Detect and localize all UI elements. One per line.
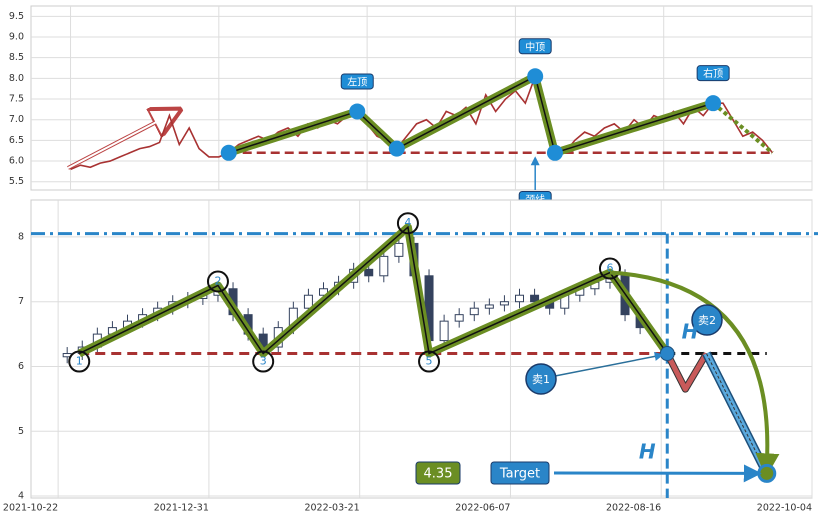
- plot-area: [30, 199, 813, 499]
- breakout-point: [659, 346, 675, 362]
- top-panel: 5.56.06.57.07.58.08.59.09.5左顶中顶右顶颈线: [9, 5, 813, 207]
- point-label: 3: [260, 355, 267, 368]
- candle-body: [499, 301, 509, 306]
- y-tick-label: 9.0: [9, 32, 24, 43]
- pattern-projection: [711, 101, 774, 155]
- y-tick-label: 5: [18, 426, 24, 437]
- peak-label-box: [696, 65, 730, 82]
- peak-label: 中顶: [525, 40, 545, 53]
- candle-body: [364, 268, 374, 277]
- point-circle: [206, 270, 229, 293]
- candle-body: [379, 255, 389, 277]
- x-tick-label: 2022-10-04: [757, 503, 812, 514]
- pattern-point: [705, 95, 722, 112]
- y-tick-label: 8.5: [9, 52, 24, 63]
- pattern-point: [388, 140, 405, 157]
- y-tick-label: 6: [18, 361, 24, 372]
- target-label: Target: [499, 467, 540, 482]
- point-circle: [252, 350, 275, 373]
- pattern-line: [78, 225, 668, 355]
- height-label: H: [682, 320, 699, 344]
- candle-body: [394, 242, 404, 257]
- height-label: H: [639, 440, 656, 464]
- pattern-point: [349, 103, 366, 120]
- pattern-point: [220, 144, 237, 161]
- y-tick-label: 7.0: [9, 114, 24, 125]
- candle-body: [318, 288, 328, 296]
- sell-label: 卖1: [532, 373, 550, 386]
- target-value-box: [415, 461, 461, 485]
- point-circle: [396, 212, 419, 235]
- x-tick-label: 2022-06-07: [455, 503, 510, 514]
- x-tick-label: 2022-03-21: [304, 503, 359, 514]
- sell-marker: [525, 363, 557, 395]
- point-label: 2: [214, 275, 221, 288]
- y-tick-label: 8.0: [9, 73, 24, 84]
- peak-label: 右顶: [703, 67, 723, 80]
- target-value: 4.35: [424, 467, 453, 482]
- target-curve: [609, 270, 780, 478]
- target-label-box: [490, 461, 550, 485]
- point-label: 6: [606, 262, 613, 275]
- candle-body: [515, 294, 525, 303]
- candle-body: [484, 304, 494, 309]
- trend-arrow-inner: [67, 116, 167, 169]
- point-label: 4: [404, 216, 411, 229]
- price-line: [70, 73, 774, 171]
- candle-body: [439, 320, 449, 342]
- y-tick-label: 4: [18, 491, 24, 502]
- sell-marker: [691, 304, 723, 336]
- x-tick-label: 2021-10-22: [3, 503, 58, 514]
- candle-body: [303, 294, 313, 309]
- peak-label-box: [518, 38, 552, 55]
- sell1-arrow: [554, 351, 664, 377]
- point-label: 5: [426, 355, 433, 368]
- pattern-point: [527, 68, 544, 85]
- y-tick-label: 7: [18, 296, 24, 307]
- point-circle: [68, 350, 91, 373]
- y-tick-label: 6.5: [9, 135, 24, 146]
- y-tick-label: 5.5: [9, 176, 24, 187]
- y-tick-label: 6.0: [9, 156, 24, 167]
- plot-area: [30, 5, 813, 191]
- sell-label: 卖2: [698, 314, 716, 327]
- target-point: [757, 463, 777, 483]
- candle-body: [454, 314, 464, 322]
- peak-label: 左顶: [347, 75, 367, 88]
- candle-body: [530, 294, 540, 303]
- point-circle: [598, 257, 621, 280]
- projection: [665, 352, 709, 392]
- y-tick-label: 8: [18, 231, 24, 242]
- peak-label-box: [340, 73, 374, 90]
- x-tick-label: 2022-08-16: [606, 503, 661, 514]
- x-tick-label: 2021-12-31: [154, 503, 209, 514]
- candle-body: [469, 307, 479, 316]
- y-tick-label: 9.5: [9, 11, 24, 22]
- bottom-panel: 4 5 6 7 8 2021-10-22 2021-12-31 2022-03-21 2022-…: [3, 199, 818, 514]
- pattern-point: [546, 144, 563, 161]
- point-label: 1: [76, 355, 83, 368]
- y-tick-label: 7.5: [9, 94, 24, 105]
- point-circle: [418, 350, 441, 373]
- pattern-line: [228, 75, 714, 154]
